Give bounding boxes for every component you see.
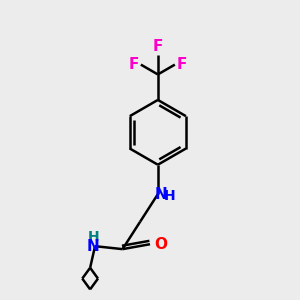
Text: F: F <box>177 57 187 72</box>
Text: F: F <box>128 57 139 72</box>
Text: H: H <box>164 189 176 203</box>
Text: F: F <box>153 39 163 54</box>
Text: N: N <box>154 187 167 202</box>
Text: N: N <box>87 239 99 254</box>
Text: H: H <box>87 230 99 244</box>
Text: O: O <box>154 237 167 252</box>
